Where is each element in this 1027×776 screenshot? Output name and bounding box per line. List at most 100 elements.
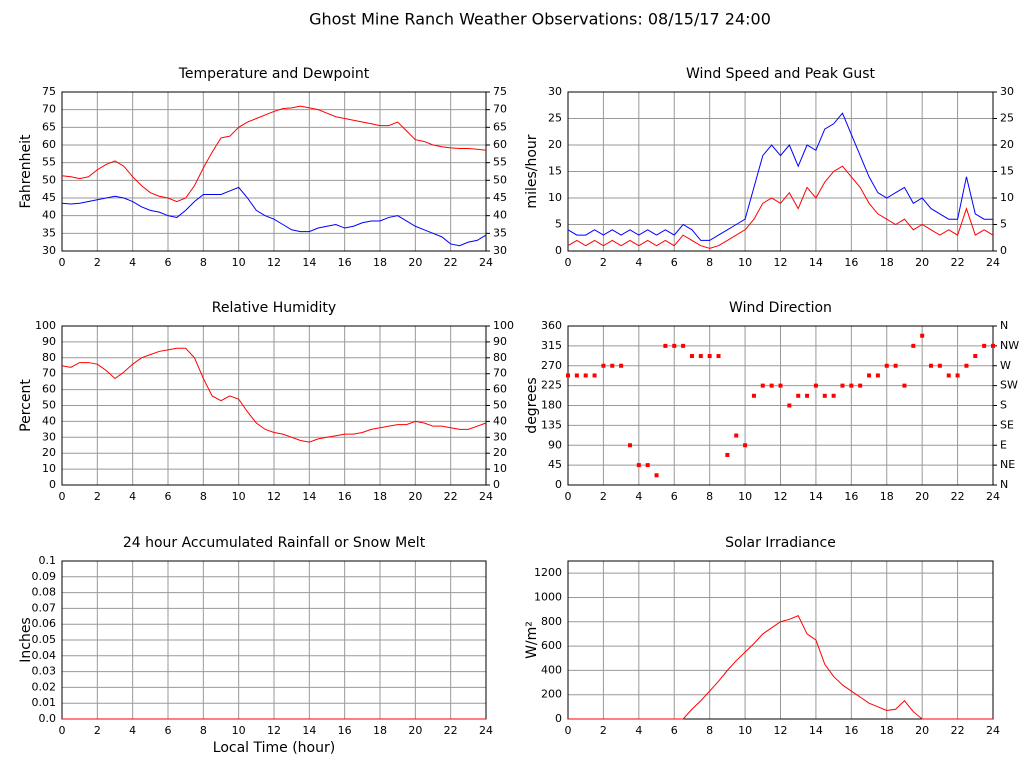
y2-tick-label: 90: [493, 335, 507, 348]
x-axis-label: Local Time (hour): [213, 740, 335, 756]
x-tick-label: 10: [232, 256, 246, 269]
data-point: [645, 463, 650, 468]
y2-tick-label: 40: [493, 209, 507, 222]
y-tick-label: 600: [541, 639, 562, 652]
y2-tick-label: 55: [493, 156, 507, 169]
x-tick-label: 14: [809, 724, 823, 737]
y-tick-label: 75: [42, 85, 56, 98]
x-tick-label: 12: [774, 724, 788, 737]
y-tick-label: 0.01: [32, 696, 57, 709]
x-tick-label: 8: [706, 490, 713, 503]
y-tick-label: 0.1: [39, 554, 57, 567]
series-line: [568, 615, 993, 720]
x-tick-label: 16: [844, 490, 858, 503]
y-tick-label: 180: [541, 399, 562, 412]
x-tick-label: 10: [232, 490, 246, 503]
y-tick-label: 0.03: [32, 665, 57, 678]
x-tick-label: 6: [671, 256, 678, 269]
y-tick-label: 200: [541, 688, 562, 701]
x-tick-label: 12: [774, 490, 788, 503]
y2-tick-label: NW: [1000, 339, 1019, 352]
x-tick-label: 6: [165, 256, 172, 269]
x-tick-label: 14: [302, 490, 316, 503]
data-point: [946, 373, 951, 378]
data-point: [787, 403, 792, 408]
x-tick-label: 22: [444, 490, 458, 503]
x-tick-label: 0: [565, 490, 572, 503]
x-tick-label: 20: [915, 490, 929, 503]
y2-tick-label: SW: [1000, 379, 1018, 392]
data-point: [601, 363, 606, 368]
y-tick-label: 90: [548, 438, 562, 451]
y2-tick-label: 70: [493, 367, 507, 380]
data-point: [813, 383, 818, 388]
y2-tick-label: W: [1000, 359, 1011, 372]
y-tick-label: 0.06: [32, 617, 57, 630]
x-tick-label: 2: [94, 724, 101, 737]
data-point: [902, 383, 907, 388]
y-tick-label: 30: [42, 430, 56, 443]
y2-tick-label: 35: [493, 226, 507, 239]
x-tick-label: 6: [671, 490, 678, 503]
y2-tick-label: N: [1000, 478, 1008, 491]
x-tick-label: 12: [267, 490, 281, 503]
data-point: [707, 354, 712, 359]
y2-tick-label: 40: [493, 414, 507, 427]
y2-tick-label: SE: [1000, 418, 1014, 431]
y2-tick-label: 65: [493, 120, 507, 133]
y2-tick-label: 20: [493, 446, 507, 459]
data-point: [619, 363, 624, 368]
x-tick-label: 24: [479, 724, 493, 737]
y2-tick-label: 0: [1000, 244, 1007, 257]
y2-tick-label: 10: [493, 462, 507, 475]
x-tick-label: 22: [951, 724, 965, 737]
data-point: [805, 393, 810, 398]
y-tick-label: 0.07: [32, 601, 57, 614]
data-point: [858, 383, 863, 388]
data-point: [920, 333, 925, 338]
x-tick-label: 8: [706, 724, 713, 737]
y2-tick-label: 30: [1000, 85, 1014, 98]
x-tick-label: 4: [635, 256, 642, 269]
data-point: [964, 363, 969, 368]
x-tick-label: 2: [94, 490, 101, 503]
y-axis-label: miles/hour: [524, 134, 540, 208]
y-tick-label: 800: [541, 615, 562, 628]
x-tick-label: 10: [738, 490, 752, 503]
y2-tick-label: S: [1000, 399, 1007, 412]
y-tick-label: 5: [555, 218, 562, 231]
y-tick-label: 0: [49, 478, 56, 491]
data-point: [769, 383, 774, 388]
y-tick-label: 0.02: [32, 680, 57, 693]
y-tick-label: 225: [541, 379, 562, 392]
y2-tick-label: 60: [493, 138, 507, 151]
data-point: [663, 343, 668, 348]
y-tick-label: 30: [42, 244, 56, 257]
x-tick-label: 18: [880, 490, 894, 503]
x-tick-label: 0: [59, 724, 66, 737]
y2-tick-label: 50: [493, 173, 507, 186]
x-tick-label: 22: [951, 256, 965, 269]
y-tick-label: 0.04: [32, 649, 57, 662]
y-tick-label: 0: [555, 478, 562, 491]
x-tick-label: 6: [165, 490, 172, 503]
y2-tick-label: E: [1000, 438, 1007, 451]
x-tick-label: 20: [915, 724, 929, 737]
x-tick-label: 4: [635, 490, 642, 503]
x-tick-label: 12: [267, 256, 281, 269]
x-tick-label: 24: [479, 490, 493, 503]
x-tick-label: 4: [129, 490, 136, 503]
chart-title: Wind Direction: [729, 300, 832, 316]
series-line: [567, 165, 994, 249]
y-tick-label: 135: [541, 418, 562, 431]
x-tick-label: 10: [738, 724, 752, 737]
x-tick-label: 0: [59, 256, 66, 269]
y2-tick-label: 60: [493, 383, 507, 396]
y-tick-label: 70: [42, 103, 56, 116]
data-point: [689, 354, 694, 359]
x-tick-label: 12: [267, 724, 281, 737]
data-point: [734, 433, 739, 438]
data-point: [937, 363, 942, 368]
x-tick-label: 20: [408, 724, 422, 737]
data-point: [636, 463, 641, 468]
